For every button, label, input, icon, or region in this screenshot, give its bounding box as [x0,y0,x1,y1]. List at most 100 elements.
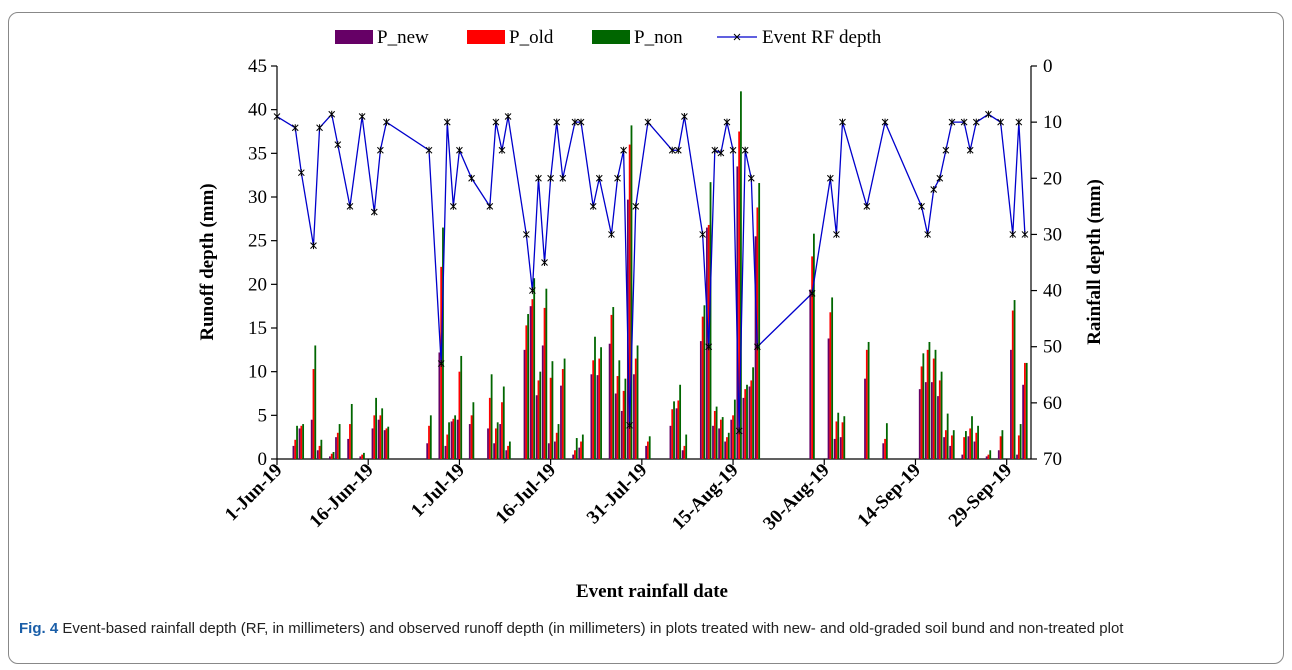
x-axis-title: Event rainfall date [576,581,728,602]
bar [429,415,432,459]
rf-marker [273,113,281,121]
y-tick-label: 25 [248,231,267,252]
rf-marker [966,146,974,154]
bar [493,443,496,459]
bar [543,307,546,459]
bar [338,424,341,459]
bar [350,403,353,459]
rf-marker [972,118,980,126]
bar [618,360,621,459]
bar [472,402,475,459]
bar [527,314,530,459]
rf-marker [839,118,846,126]
bar [501,402,503,459]
bar [918,389,921,459]
x-tick-label: 31-Jul-19 [583,460,652,529]
x-tick-label: 14-Sep-19 [853,460,925,532]
rf-marker [608,230,615,238]
bar [934,349,937,459]
bar [560,385,562,459]
bar [349,424,351,459]
bar [922,353,925,459]
rf-marker [754,343,761,351]
rf-marker [808,289,816,297]
bar [554,441,556,459]
bar [943,437,945,459]
bar [718,428,720,459]
bar [987,454,990,459]
bar [971,416,973,459]
bar [300,425,303,459]
y2-tick-label: 40 [1043,281,1062,302]
bar [614,393,617,459]
rf-marker [541,259,548,266]
bar [385,428,388,459]
rf-marker [547,174,554,182]
bar [634,358,637,459]
caption: Fig. 4 Event-based rainfall depth (RF, i… [19,618,1269,640]
legend-swatch [335,30,373,44]
bar [732,415,734,459]
bar [314,345,317,459]
bar [572,454,575,459]
rf-marker [614,174,621,182]
rf-marker [948,118,956,126]
bar [633,374,635,459]
bar [600,347,602,459]
bar [679,384,682,459]
y-tick-label: 45 [248,56,267,77]
rf-marker [291,124,299,132]
rf-marker [437,360,445,368]
bar [622,390,625,459]
rf-marker [960,118,968,126]
y2-tick-label: 30 [1043,224,1062,245]
bar [379,415,382,459]
rf-marker [833,230,840,238]
bar [841,422,844,459]
bar [712,425,714,459]
bar [438,352,441,459]
bar [839,437,842,459]
rf-marker [358,113,366,121]
bar [1011,310,1014,459]
rf-marker [735,427,743,435]
bar [963,437,966,459]
rf-marker [997,118,1004,126]
bar [292,445,295,459]
y2-tick-label: 50 [1043,337,1062,358]
bar [296,425,298,459]
y2-tick-label: 10 [1043,112,1062,133]
bar [332,452,335,459]
rf-marker [529,287,536,295]
rf-marker [626,421,634,429]
rf-marker [644,118,652,126]
bar [940,371,943,459]
rf-marker [924,230,931,238]
x-tick-label: 1-Jun-19 [221,460,287,526]
rf-marker [705,343,713,351]
bar [673,401,675,459]
bar [318,445,321,459]
bar [336,432,339,459]
rf-line [276,112,1026,431]
bar [1013,300,1016,459]
rf-marker [595,174,603,182]
bar [938,380,941,459]
bar [703,305,706,459]
bar [361,454,364,459]
rf-marker [425,146,433,154]
bar [811,256,813,459]
bar [612,307,615,459]
bar [967,436,970,459]
bar [867,341,870,459]
y-tick-label: 0 [258,449,268,470]
bar [551,361,554,459]
bar [375,397,377,459]
bar [581,434,584,459]
bar [709,182,712,460]
legend-label: P_new [377,27,429,48]
bar [539,371,542,459]
rf-marker [729,146,737,154]
bar [468,424,471,459]
rf-marker [632,202,640,210]
